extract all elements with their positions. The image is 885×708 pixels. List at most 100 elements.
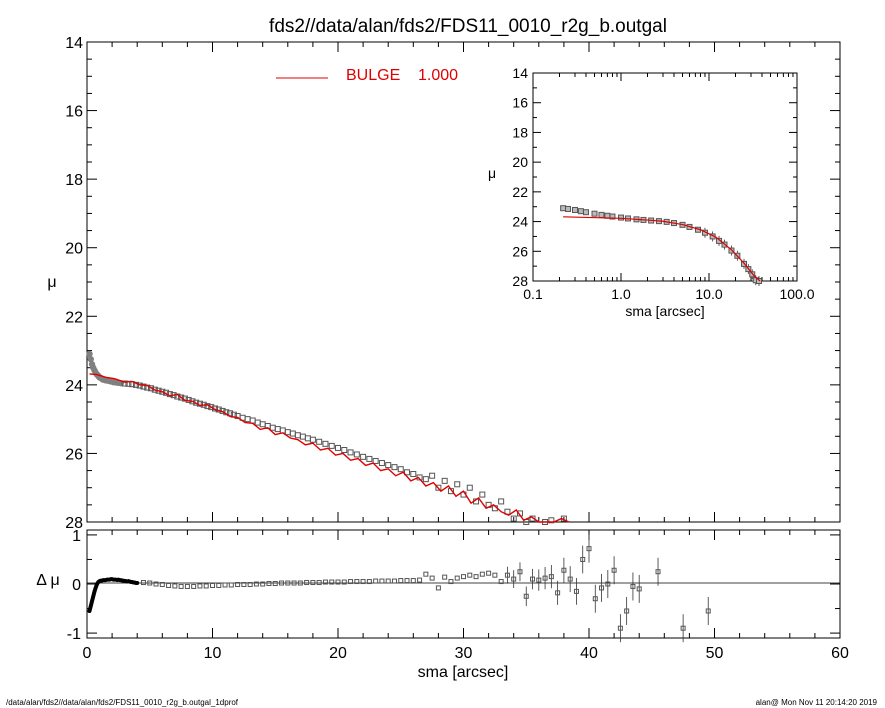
residual-point: [561, 567, 567, 573]
residual-point: [304, 580, 310, 586]
data-point: [299, 433, 306, 440]
residual-x-tick-label: 40: [580, 645, 598, 662]
residual-x-tick-label: 10: [204, 645, 222, 662]
residual-point: [617, 625, 623, 631]
data-point: [435, 484, 442, 491]
data-point: [87, 355, 94, 363]
data-point: [466, 484, 473, 491]
residual-point: [228, 582, 234, 588]
data-point: [335, 444, 341, 451]
residual-point: [467, 572, 473, 578]
inset-data-point: [756, 278, 763, 284]
data-point: [341, 447, 348, 453]
residual-point: [159, 581, 165, 587]
main-y-tick-label: 20: [65, 241, 83, 258]
residual-point: [197, 583, 203, 589]
residual-point: [417, 577, 423, 583]
residual-point: [655, 569, 661, 575]
data-point: [360, 453, 367, 460]
residual-point: [191, 583, 197, 589]
residual-point: [178, 583, 184, 589]
residual-point: [316, 580, 322, 586]
data-point: [244, 416, 251, 423]
legend-value: 1.000: [418, 67, 458, 84]
inset-data-point: [582, 209, 589, 216]
residual-point: [523, 593, 529, 599]
inset-y-tick-label: 14: [512, 65, 528, 81]
residual-x-axis-label: sma [arcsec]: [418, 664, 509, 681]
data-point: [249, 417, 256, 424]
residual-point: [203, 583, 209, 589]
inset-model-series: [563, 216, 761, 282]
data-point: [151, 386, 158, 393]
data-point: [309, 436, 316, 443]
inset-y-axis-label: μ: [488, 165, 496, 181]
residual-point: [147, 580, 153, 586]
main-y-tick-label: 26: [65, 446, 83, 463]
data-point: [441, 477, 448, 484]
residual-point: [210, 582, 215, 588]
residual-point: [429, 575, 435, 581]
data-point: [269, 424, 276, 431]
data-point: [86, 350, 93, 358]
residual-point: [479, 571, 485, 577]
residual-point: [329, 579, 335, 585]
data-point: [397, 466, 404, 473]
inset-x-tick-label: 1.0: [611, 286, 631, 302]
inset-data-point: [560, 205, 567, 212]
residual-point: [260, 581, 266, 587]
residual-point: [548, 574, 554, 580]
inset-y-tick-label: 20: [512, 154, 528, 170]
residual-point: [536, 577, 542, 583]
inset-data-point: [609, 213, 616, 220]
inset-data-point: [591, 210, 598, 217]
residual-point: [573, 588, 579, 594]
main-model-series: [89, 373, 570, 523]
residual-point: [423, 571, 429, 577]
residual-point: [592, 596, 598, 602]
residual-x-tick-label: 60: [831, 645, 849, 662]
data-point: [498, 498, 505, 505]
residual-point: [454, 575, 460, 581]
residual-point: [341, 579, 347, 585]
data-point: [510, 515, 517, 522]
data-point: [548, 517, 555, 524]
residual-point: [404, 578, 410, 584]
residual-point: [498, 579, 504, 585]
inset-data-point: [598, 211, 605, 218]
data-point: [391, 464, 398, 471]
residual-point: [605, 581, 611, 587]
residual-point: [253, 581, 259, 587]
residual-point: [517, 569, 523, 575]
residual-point: [385, 578, 391, 584]
data-point: [178, 394, 185, 401]
residual-point: [247, 581, 253, 587]
residual-point: [580, 556, 586, 562]
data-point: [366, 455, 373, 462]
residual-point: [599, 585, 605, 591]
inset-data-point: [577, 208, 584, 215]
residual-point: [310, 580, 316, 586]
residual-point: [636, 586, 642, 592]
inset-x-tick-label: 10.0: [695, 286, 722, 302]
inset-x-tick-label: 0.1: [523, 286, 543, 302]
data-point: [378, 460, 385, 467]
inset-y-ticks: 14 16 18 20 22 24 26 28: [512, 65, 797, 289]
inset-data-point: [571, 206, 578, 213]
residual-x-tick-label: 0: [83, 645, 92, 662]
residual-point: [366, 579, 372, 585]
data-point: [372, 457, 379, 464]
data-point: [404, 469, 411, 476]
residual-point: [555, 590, 561, 596]
data-point: [316, 438, 323, 445]
residual-point: [235, 581, 241, 587]
residual-point: [291, 580, 297, 586]
data-point: [289, 430, 296, 437]
footer-left: /data/alan/fds2//data/alan/fds2/FDS11_00…: [6, 698, 239, 707]
residual-point: [611, 567, 617, 573]
residual-point: [379, 578, 385, 584]
legend: BULGE 1.000: [276, 67, 458, 84]
residual-point: [492, 572, 498, 578]
model-line: [89, 373, 570, 523]
residual-point: [216, 582, 222, 588]
